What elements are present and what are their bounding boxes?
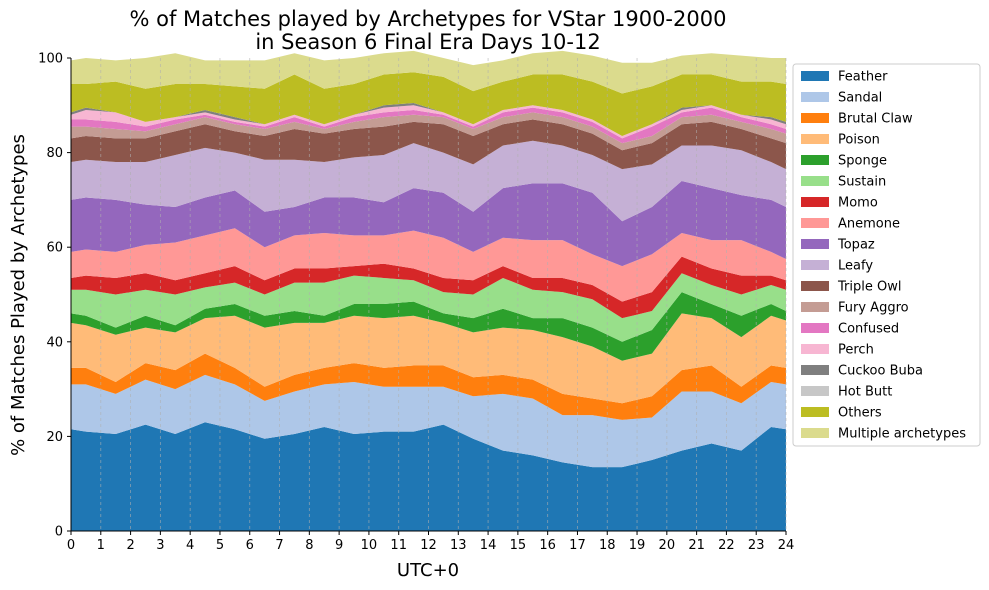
x-tick-label: 13	[450, 538, 467, 553]
x-tick-label: 17	[569, 538, 586, 553]
legend-label: Leafy	[838, 259, 873, 274]
area-series-11	[71, 112, 786, 151]
legend-swatch	[801, 113, 829, 123]
legend-swatch	[801, 344, 829, 354]
legend-label: Sandal	[838, 91, 882, 106]
y-tick-label: 20	[46, 430, 63, 445]
legend-label: Fury Aggro	[838, 301, 909, 316]
legend-frame	[792, 63, 981, 447]
x-axis-label: UTC+0	[397, 560, 459, 581]
legend-label: Others	[838, 406, 882, 421]
area-series-6	[71, 256, 786, 319]
x-tick-label: 21	[688, 538, 705, 553]
x-tick-label: 15	[510, 538, 527, 553]
legend-swatch	[801, 176, 829, 186]
legend-label: Cuckoo Buba	[838, 364, 923, 379]
x-tick-label: 3	[156, 538, 164, 553]
legend-label: Triple Owl	[837, 280, 901, 295]
legend-label: Feather	[838, 70, 888, 85]
legend-swatch	[801, 386, 829, 396]
y-tick-label: 100	[38, 52, 63, 67]
legend-label: Anemone	[838, 217, 900, 232]
x-tick-label: 6	[246, 538, 254, 553]
legend-swatch	[801, 197, 829, 207]
chart-title-line-1: % of Matches played by Archetypes for VS…	[130, 7, 727, 31]
x-tick-label: 22	[718, 538, 735, 553]
legend-label: Poison	[838, 133, 880, 148]
x-tick-label: 24	[778, 538, 795, 553]
x-tick-label: 0	[67, 538, 75, 553]
legend-label: Confused	[838, 322, 899, 337]
y-tick-label: 80	[46, 146, 63, 161]
legend-swatch	[801, 323, 829, 333]
legend-swatch	[801, 134, 829, 144]
legend: Feather Sandal Brutal Claw Poison Sponge Sust…	[792, 63, 981, 447]
legend-swatch	[801, 281, 829, 291]
x-tick-label: 14	[480, 538, 497, 553]
x-tick-label: 9	[335, 538, 343, 553]
y-tick-label: 60	[46, 241, 63, 256]
legend-swatch	[801, 302, 829, 312]
x-tick-label: 11	[390, 538, 407, 553]
x-tick-label: 10	[361, 538, 378, 553]
x-tick-label: 7	[275, 538, 283, 553]
x-tick-label: 16	[539, 538, 556, 553]
x-tick-label: 5	[216, 538, 224, 553]
x-tick-label: 23	[748, 538, 765, 553]
x-tick-label: 20	[659, 538, 676, 553]
x-axis-ticks: 0 1 2 3 4 5 6 7 8 9 10 11 12 13 14 15 16 17 18 19 20 21 22 23 24	[67, 531, 794, 553]
legend-swatch	[801, 155, 829, 165]
legend-label: Sponge	[838, 154, 887, 169]
legend-label: Hot Butt	[838, 385, 892, 400]
legend-label: Multiple archetypes	[838, 427, 966, 442]
legend-swatch	[801, 218, 829, 228]
plot-area	[71, 50, 786, 531]
legend-swatch	[801, 260, 829, 270]
legend-label: Brutal Claw	[838, 112, 913, 127]
x-tick-label: 4	[186, 538, 194, 553]
y-tick-label: 40	[46, 335, 63, 350]
legend-label: Sustain	[838, 175, 886, 190]
area-series-2	[71, 353, 786, 420]
legend-label: Topaz	[837, 238, 875, 253]
x-tick-label: 8	[305, 538, 313, 553]
area-series-12	[71, 107, 786, 144]
x-tick-label: 19	[629, 538, 646, 553]
x-tick-label: 2	[126, 538, 134, 553]
y-axis-ticks: 0 20 40 60 80 100	[38, 52, 71, 540]
y-tick-label: 0	[55, 525, 63, 540]
legend-swatch	[801, 239, 829, 249]
legend-swatch	[801, 428, 829, 438]
legend-swatch	[801, 407, 829, 417]
x-tick-label: 12	[420, 538, 437, 553]
y-axis-label: % of Matches Played by Archetypes	[8, 134, 29, 456]
chart-title-line-2: in Season 6 Final Era Days 10-12	[255, 30, 600, 54]
legend-swatch	[801, 365, 829, 375]
legend-label: Perch	[838, 343, 874, 358]
x-tick-label: 1	[97, 538, 105, 553]
legend-swatch	[801, 71, 829, 81]
area-series-4	[71, 292, 786, 361]
legend-label: Momo	[838, 196, 878, 211]
legend-swatch	[801, 92, 829, 102]
x-tick-label: 18	[599, 538, 616, 553]
